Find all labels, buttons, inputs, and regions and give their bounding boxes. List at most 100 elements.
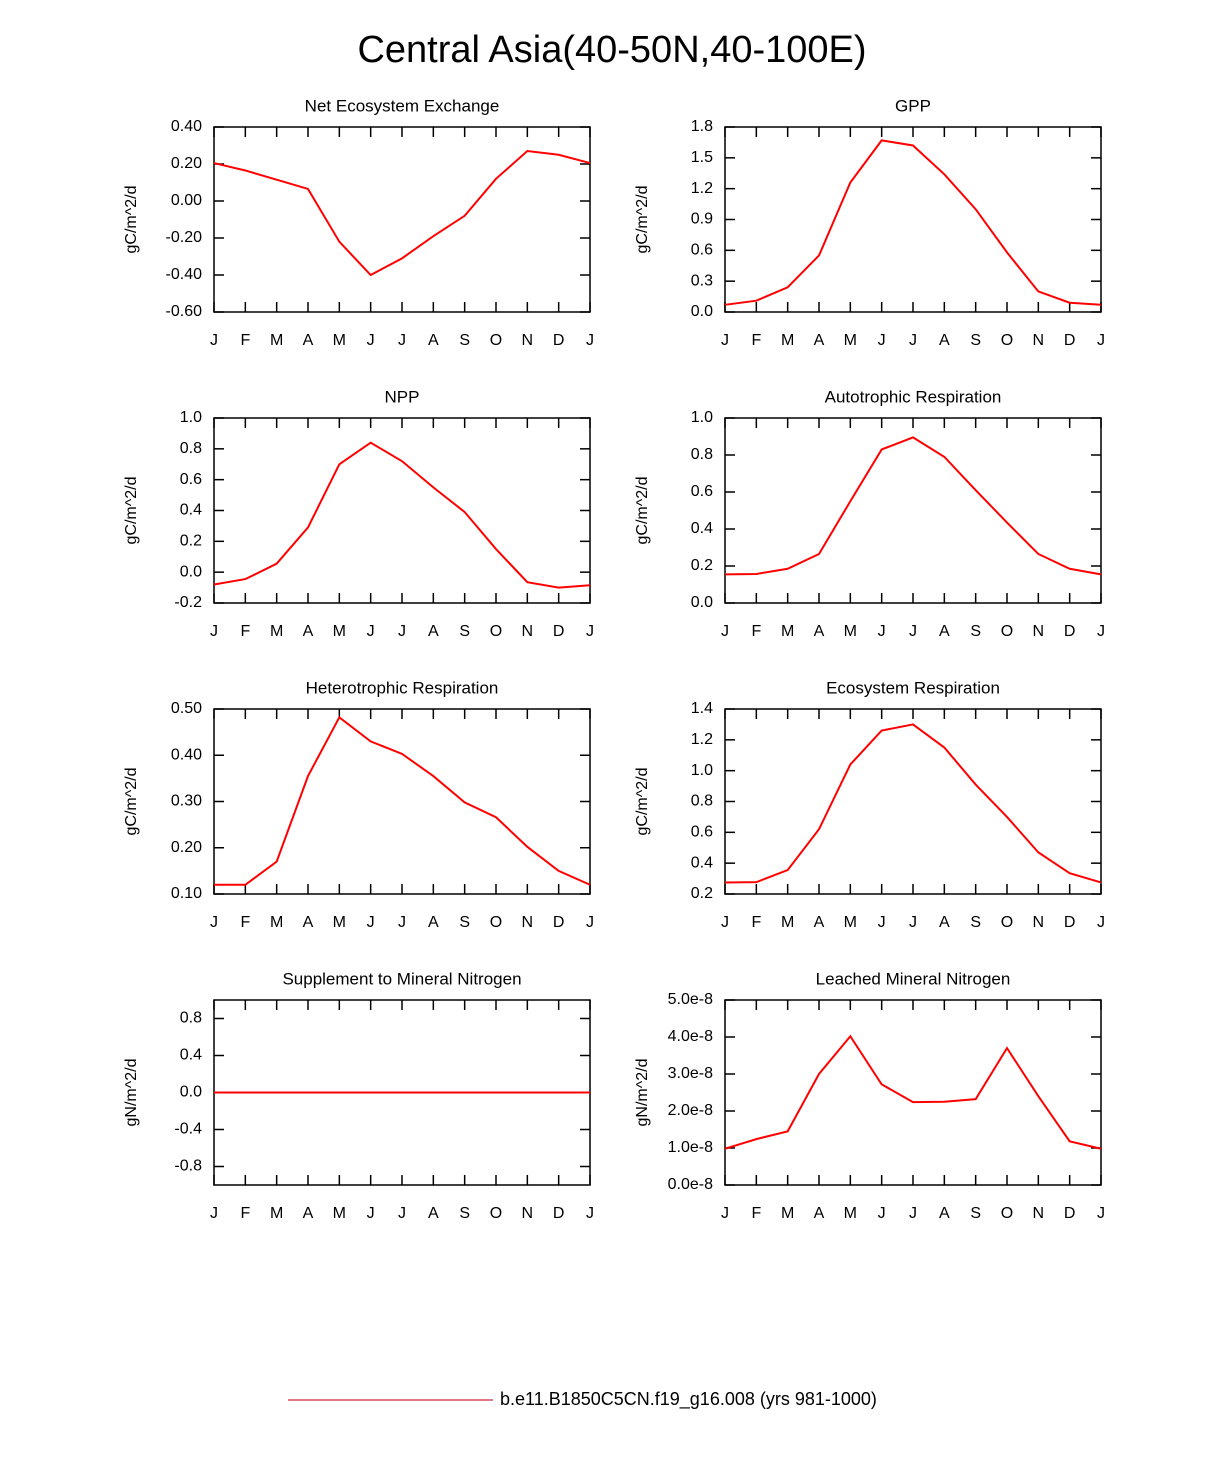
x-tick-label: D	[1064, 623, 1076, 640]
x-tick-label: M	[844, 1205, 857, 1222]
x-tick-label: J	[878, 623, 886, 640]
y-tick-label: 0.10	[171, 885, 202, 902]
x-tick-label: M	[333, 1205, 346, 1222]
x-tick-label: O	[1001, 914, 1013, 931]
x-tick-label: F	[240, 332, 250, 349]
x-tick-label: N	[1033, 1205, 1045, 1222]
x-tick-label: M	[844, 914, 857, 931]
x-tick-label: N	[1033, 623, 1045, 640]
panel-title: Ecosystem Respiration	[826, 678, 1000, 697]
x-tick-label: M	[781, 623, 794, 640]
x-tick-label: A	[814, 623, 825, 640]
data-line	[724, 436, 1102, 576]
y-axis-label: gC/m^2/d	[123, 477, 140, 545]
x-tick-label: O	[1001, 623, 1013, 640]
x-tick-label: M	[844, 332, 857, 349]
x-tick-label: J	[721, 914, 729, 931]
y-tick-label: 0.6	[691, 824, 713, 841]
x-tick-label: S	[459, 332, 470, 349]
x-tick-label: A	[814, 914, 825, 931]
y-tick-label: -0.20	[166, 229, 203, 246]
y-tick-label: 0.4	[691, 520, 713, 537]
x-tick-label: J	[586, 1205, 594, 1222]
x-tick-label: J	[367, 1205, 375, 1222]
y-tick-label: 0.6	[691, 242, 713, 259]
x-tick-label: F	[751, 1205, 761, 1222]
y-tick-label: 0.2	[691, 885, 713, 902]
plot-frame	[724, 708, 1102, 895]
x-tick-label: J	[210, 623, 218, 640]
x-tick-label: A	[939, 914, 950, 931]
x-tick-label: A	[303, 332, 314, 349]
panel-title: Net Ecosystem Exchange	[305, 96, 500, 115]
y-tick-label: 0.4	[180, 1047, 202, 1064]
y-tick-label: 0.8	[691, 793, 713, 810]
data-line	[214, 715, 591, 886]
data-line	[724, 723, 1102, 884]
x-tick-label: O	[1001, 332, 1013, 349]
x-tick-label: M	[270, 914, 283, 931]
x-tick-label: J	[878, 332, 886, 349]
x-tick-label: J	[1097, 332, 1105, 349]
x-tick-label: D	[1064, 914, 1076, 931]
y-tick-label: 0.4	[180, 502, 202, 519]
x-tick-label: F	[240, 1205, 250, 1222]
y-tick-label: -0.2	[174, 594, 202, 611]
x-tick-label: J	[586, 623, 594, 640]
y-tick-label: 2.0e-8	[668, 1102, 713, 1119]
y-tick-label: 0.8	[180, 1010, 202, 1027]
y-tick-label: 0.00	[171, 192, 202, 209]
y-tick-label: 0.8	[180, 440, 202, 457]
y-tick-label: 1.2	[691, 180, 713, 197]
x-tick-label: F	[240, 914, 250, 931]
x-tick-label: O	[1001, 1205, 1013, 1222]
x-tick-label: N	[1033, 332, 1045, 349]
data-line	[724, 1034, 1102, 1150]
y-tick-label: 0.0	[691, 303, 713, 320]
x-tick-label: S	[459, 623, 470, 640]
x-tick-label: O	[490, 914, 502, 931]
y-tick-label: 4.0e-8	[668, 1028, 713, 1045]
y-tick-label: 0.30	[171, 793, 202, 810]
y-tick-label: -0.60	[166, 303, 203, 320]
y-tick-label: 0.2	[180, 533, 202, 550]
x-tick-label: S	[970, 623, 981, 640]
x-tick-label: D	[1064, 1205, 1076, 1222]
y-tick-label: 0.6	[691, 483, 713, 500]
y-axis-label: gN/m^2/d	[123, 1059, 140, 1127]
x-tick-label: S	[459, 914, 470, 931]
y-tick-label: 0.8	[691, 446, 713, 463]
y-tick-label: -0.4	[174, 1121, 202, 1138]
y-axis-label: gC/m^2/d	[123, 186, 140, 254]
x-tick-label: S	[970, 332, 981, 349]
data-line	[213, 150, 591, 277]
x-tick-label: J	[398, 914, 406, 931]
plot-frame	[724, 417, 1102, 604]
x-tick-label: J	[1097, 914, 1105, 931]
y-tick-label: -0.40	[166, 266, 203, 283]
y-tick-label: 0.2	[691, 557, 713, 574]
x-tick-label: N	[522, 914, 534, 931]
y-tick-label: 0.3	[691, 272, 713, 289]
x-tick-label: M	[844, 623, 857, 640]
x-tick-label: J	[398, 1205, 406, 1222]
x-tick-label: A	[428, 623, 439, 640]
x-tick-label: S	[459, 1205, 470, 1222]
x-tick-label: J	[367, 332, 375, 349]
plot-frame	[213, 417, 591, 604]
y-tick-label: 0.0e-8	[668, 1176, 713, 1193]
y-axis-label: gC/m^2/d	[634, 477, 651, 545]
y-tick-label: 0.50	[171, 700, 202, 717]
y-tick-label: 0.40	[171, 118, 202, 135]
y-tick-label: 0.9	[691, 211, 713, 228]
x-tick-label: J	[398, 332, 406, 349]
x-tick-label: J	[721, 1205, 729, 1222]
x-tick-label: J	[210, 914, 218, 931]
x-tick-label: J	[586, 332, 594, 349]
y-tick-label: 1.4	[691, 700, 713, 717]
x-tick-label: J	[210, 332, 218, 349]
y-axis-label: gC/m^2/d	[634, 768, 651, 836]
x-tick-label: O	[490, 1205, 502, 1222]
plot-frame	[213, 126, 591, 313]
x-tick-label: O	[490, 332, 502, 349]
